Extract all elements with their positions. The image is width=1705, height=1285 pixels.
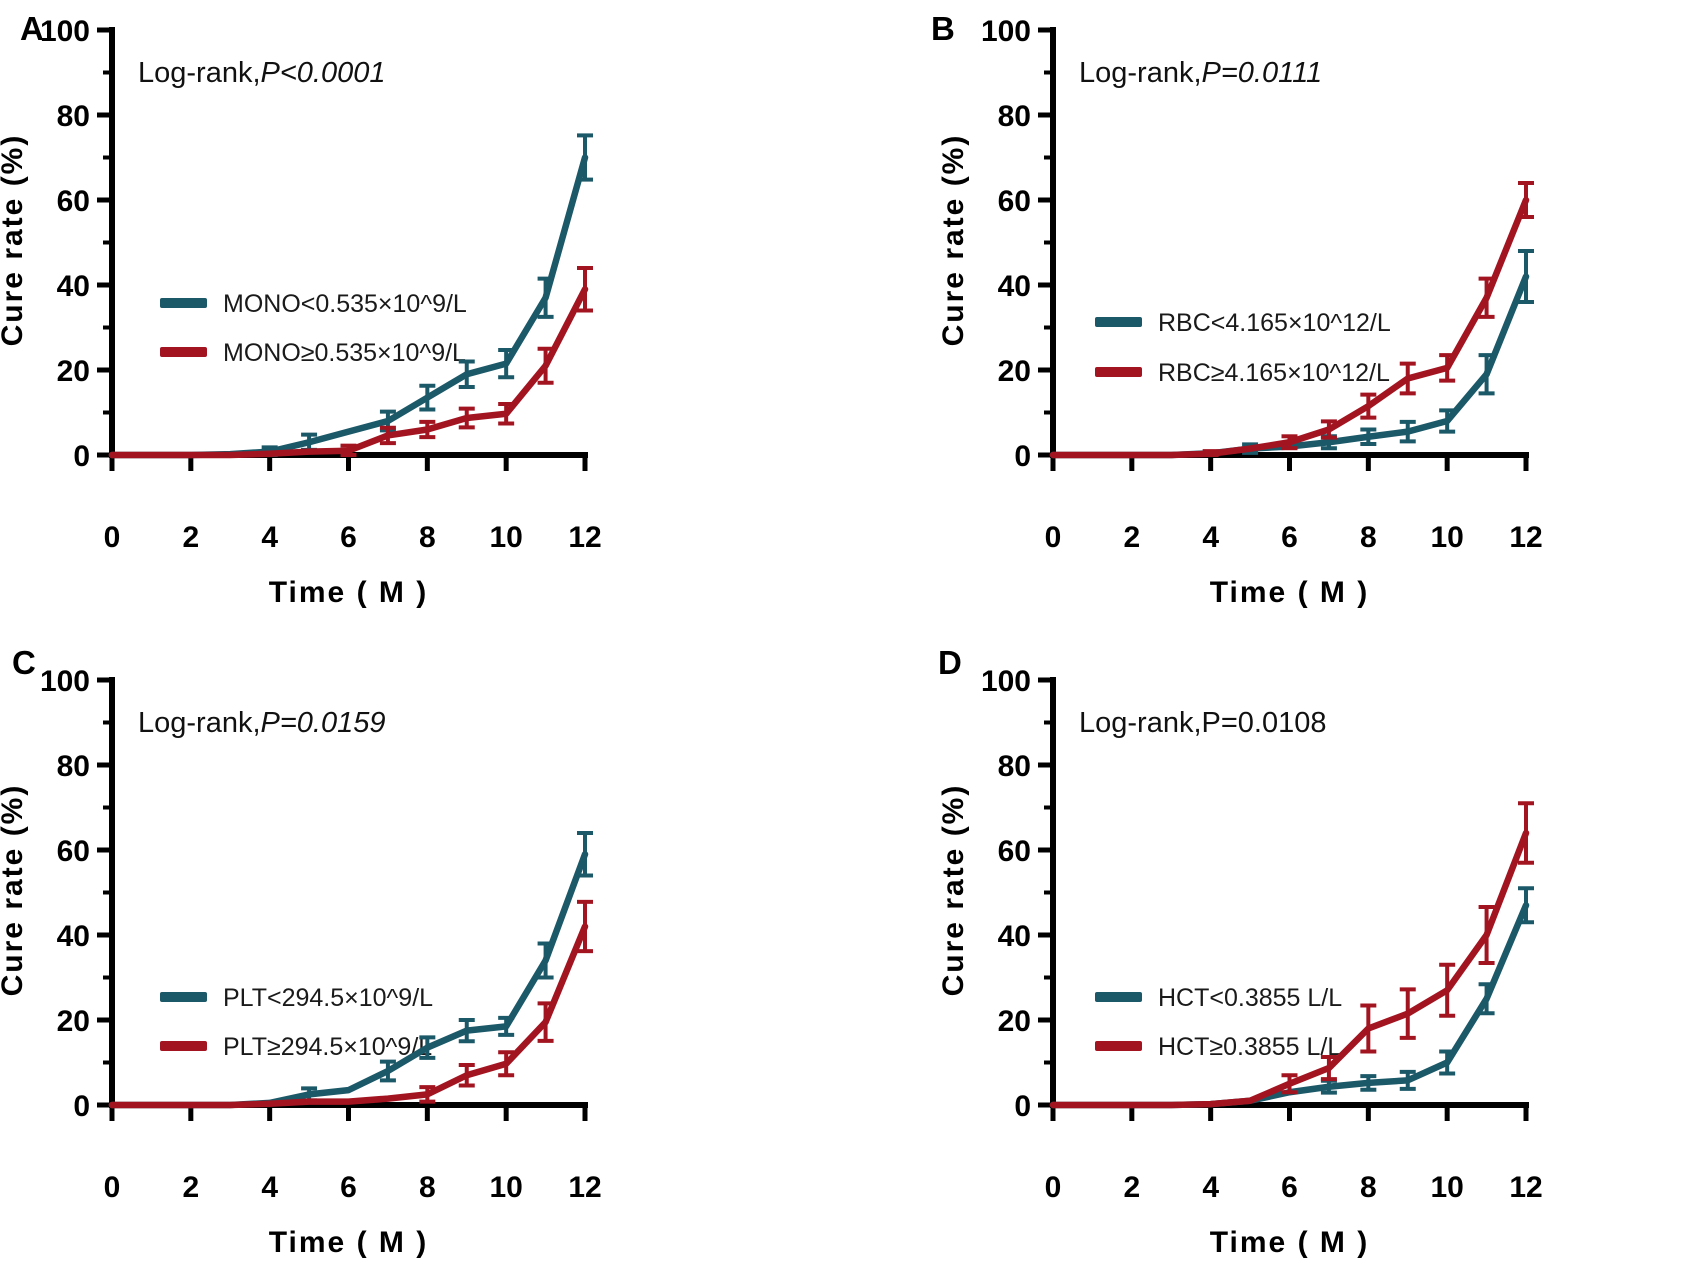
y-tick-label: 20 bbox=[998, 1005, 1031, 1038]
legend-label: HCT<0.3855 L/L bbox=[1158, 984, 1342, 1012]
y-tick-label: 60 bbox=[998, 835, 1031, 868]
log-rank-stat: Log-rank,P=0.0159 bbox=[138, 707, 386, 739]
y-tick-label: 0 bbox=[73, 440, 90, 473]
x-tick-label: 6 bbox=[340, 1171, 357, 1204]
log-rank-stat: Log-rank,P<0.0001 bbox=[138, 57, 386, 89]
x-tick-label: 6 bbox=[1281, 521, 1298, 554]
x-tick-label: 2 bbox=[182, 521, 199, 554]
panel-label-b: B bbox=[931, 10, 955, 47]
y-tick-label: 20 bbox=[57, 1005, 90, 1038]
y-tick-label: 40 bbox=[57, 920, 90, 953]
x-tick-label: 10 bbox=[1430, 1171, 1463, 1204]
y-tick-label: 80 bbox=[57, 750, 90, 783]
series-line bbox=[1049, 196, 1530, 459]
x-tick-label: 12 bbox=[1509, 1171, 1542, 1204]
x-tick-label: 12 bbox=[1509, 521, 1542, 554]
y-tick-label: 40 bbox=[998, 270, 1031, 303]
x-tick-label: 2 bbox=[182, 1171, 199, 1204]
x-tick-label: 0 bbox=[1045, 521, 1062, 554]
y-tick-label: 0 bbox=[1014, 440, 1031, 473]
legend-swatch bbox=[160, 347, 207, 357]
y-tick-label: 20 bbox=[998, 355, 1031, 388]
x-tick-label: 8 bbox=[419, 521, 436, 554]
y-tick-label: 0 bbox=[73, 1090, 90, 1123]
y-tick-label: 60 bbox=[57, 835, 90, 868]
panel-B: 0 20 40 60 80 100 0 2 4 6 8 10 12 Time ( M ) Cure rate… bbox=[937, 15, 1543, 609]
legend-label: MONO≥0.535×10^9/L bbox=[223, 339, 466, 367]
legend-label: HCT≥0.3855 L/L bbox=[1158, 1033, 1341, 1061]
x-tick-label: 6 bbox=[340, 521, 357, 554]
series-line bbox=[108, 851, 589, 1109]
x-tick-label: 4 bbox=[1202, 1171, 1219, 1204]
x-tick-label: 4 bbox=[261, 521, 278, 554]
y-tick-label: 40 bbox=[998, 920, 1031, 953]
x-axis-title: Time ( M ) bbox=[1210, 576, 1369, 609]
legend-swatch bbox=[160, 1041, 207, 1051]
legend-swatch bbox=[160, 298, 207, 308]
y-axis-title: Cure rate (%) bbox=[937, 784, 970, 997]
x-tick-label: 6 bbox=[1281, 1171, 1298, 1204]
panel-label-a: A bbox=[20, 10, 44, 47]
x-tick-label: 8 bbox=[1360, 1171, 1377, 1204]
legend-label: MONO<0.535×10^9/L bbox=[223, 290, 467, 318]
x-tick-label: 8 bbox=[1360, 521, 1377, 554]
x-axis-title: Time ( M ) bbox=[269, 576, 428, 609]
y-tick-label: 100 bbox=[40, 15, 90, 48]
y-tick-label: 60 bbox=[57, 185, 90, 218]
x-tick-label: 0 bbox=[104, 521, 121, 554]
legend-label: PLT<294.5×10^9/L bbox=[223, 984, 433, 1012]
y-axis-title: Cure rate (%) bbox=[937, 134, 970, 347]
legend-swatch bbox=[1095, 1041, 1142, 1051]
x-axis-title: Time ( M ) bbox=[1210, 1226, 1369, 1259]
legend-swatch bbox=[1095, 992, 1142, 1002]
y-tick-label: 40 bbox=[57, 270, 90, 303]
x-tick-label: 8 bbox=[419, 1171, 436, 1204]
y-axis-title: Cure rate (%) bbox=[0, 134, 29, 347]
series-line bbox=[108, 286, 589, 459]
legend-swatch bbox=[1095, 367, 1142, 377]
x-axis-title: Time ( M ) bbox=[269, 1226, 428, 1259]
legend-label: RBC≥4.165×10^12/L bbox=[1158, 359, 1390, 387]
x-tick-label: 2 bbox=[1123, 521, 1140, 554]
y-tick-label: 100 bbox=[981, 665, 1031, 698]
y-tick-label: 100 bbox=[40, 665, 90, 698]
legend-swatch bbox=[1095, 317, 1142, 327]
series-line bbox=[1049, 829, 1530, 1109]
x-tick-label: 12 bbox=[568, 521, 601, 554]
panel-A: 0 20 40 60 80 100 0 2 4 6 8 10 12 Time ( M ) Cure rate… bbox=[0, 15, 602, 609]
log-rank-stat: Log-rank,P=0.0108 bbox=[1079, 707, 1327, 739]
y-tick-label: 100 bbox=[981, 15, 1031, 48]
x-tick-label: 12 bbox=[568, 1171, 601, 1204]
y-tick-label: 80 bbox=[998, 100, 1031, 133]
panel-D: 0 20 40 60 80 100 0 2 4 6 8 10 12 Time ( M ) Cure rate… bbox=[937, 665, 1543, 1259]
y-axis-title: Cure rate (%) bbox=[0, 784, 29, 997]
x-tick-label: 4 bbox=[261, 1171, 278, 1204]
x-tick-label: 4 bbox=[1202, 521, 1219, 554]
y-tick-label: 60 bbox=[998, 185, 1031, 218]
y-tick-label: 20 bbox=[57, 355, 90, 388]
x-tick-label: 2 bbox=[1123, 1171, 1140, 1204]
y-tick-label: 80 bbox=[998, 750, 1031, 783]
panel-label-c: C bbox=[12, 644, 36, 681]
panel-label-d: D bbox=[938, 644, 962, 681]
series-line bbox=[108, 923, 589, 1109]
log-rank-stat: Log-rank,P=0.0111 bbox=[1079, 57, 1322, 89]
legend-label: PLT≥294.5×10^9/L bbox=[223, 1033, 432, 1061]
x-tick-label: 0 bbox=[104, 1171, 121, 1204]
x-tick-label: 10 bbox=[489, 1171, 522, 1204]
y-tick-label: 0 bbox=[1014, 1090, 1031, 1123]
x-tick-label: 10 bbox=[1430, 521, 1463, 554]
panel-C: 0 20 40 60 80 100 0 2 4 6 8 10 12 Time ( M ) Cure rate… bbox=[0, 665, 602, 1259]
y-tick-label: 80 bbox=[57, 100, 90, 133]
x-tick-label: 0 bbox=[1045, 1171, 1062, 1204]
legend-swatch bbox=[160, 992, 207, 1002]
x-tick-label: 10 bbox=[489, 521, 522, 554]
legend-label: RBC<4.165×10^12/L bbox=[1158, 309, 1391, 337]
